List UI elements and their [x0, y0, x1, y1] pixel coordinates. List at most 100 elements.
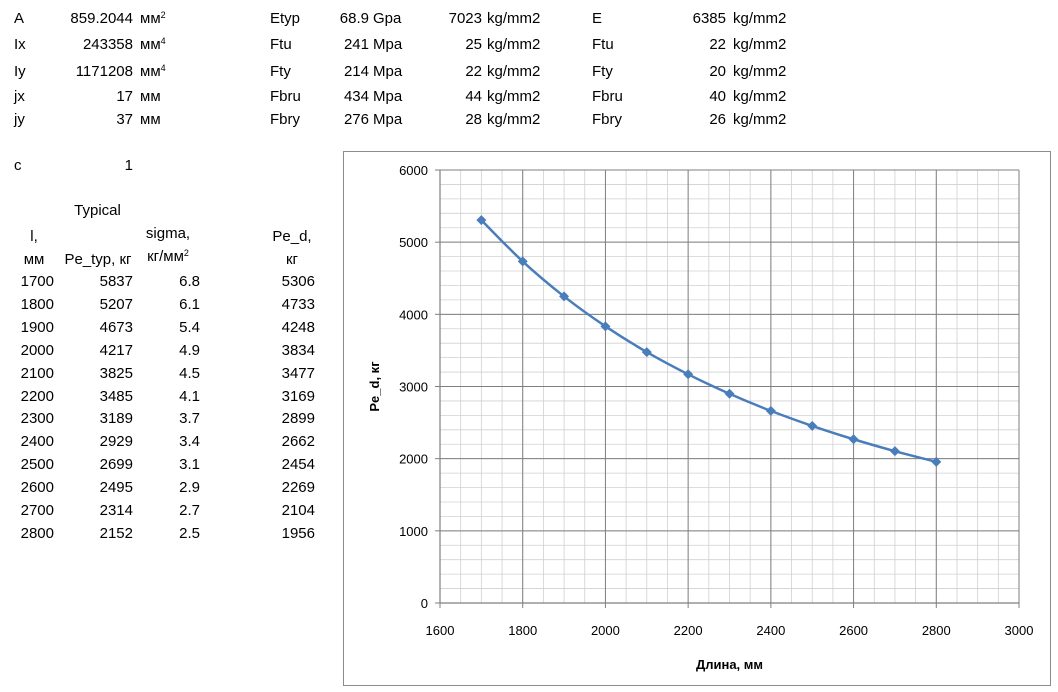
header-l: l, — [30, 228, 38, 245]
table-cell-l: 2300 — [20, 410, 54, 428]
header-pe-d-unit: кг — [285, 251, 299, 268]
prop-value: 243358 — [82, 36, 133, 53]
design-name: E — [592, 10, 603, 27]
x-tick-label: 2800 — [922, 623, 951, 638]
typ-unit: Mpa — [373, 36, 403, 53]
table-cell-pe-typ: 3485 — [99, 387, 133, 405]
typ-kgunit: kg/mm2 — [487, 88, 541, 105]
table-cell-pe-d: 1956 — [281, 524, 315, 542]
design-value: 26 — [709, 111, 726, 128]
design-unit: kg/mm2 — [733, 88, 787, 105]
data-point — [476, 215, 487, 226]
design-name: Fty — [592, 63, 613, 80]
data-point — [600, 321, 611, 332]
table-cell-pe-typ: 3825 — [99, 364, 133, 382]
table-cell-pe-typ: 3189 — [99, 410, 133, 428]
y-tick-label: 2000 — [399, 452, 428, 467]
table-cell-sigma: 4.9 — [179, 341, 200, 359]
prop-name: jy — [14, 111, 25, 128]
table-cell-sigma: 2.9 — [179, 479, 200, 497]
table-cell-l: 2400 — [20, 433, 54, 451]
x-tick-label: 2200 — [674, 623, 703, 638]
data-point — [807, 420, 818, 431]
header-pe-d: Pe_d, — [272, 228, 312, 245]
table-cell-l: 2500 — [20, 456, 54, 474]
table-cell-pe-d: 5306 — [281, 273, 315, 290]
typ-value: 434 — [343, 88, 369, 105]
table-cell-sigma: 4.1 — [179, 387, 200, 405]
prop-unit: мм — [140, 111, 161, 128]
x-tick-label: 2600 — [839, 623, 868, 638]
table-cell-pe-typ: 5837 — [99, 273, 133, 290]
table-cell-sigma: 6.1 — [179, 295, 200, 313]
typ-name: Etyp — [270, 10, 301, 27]
data-point — [931, 456, 942, 467]
prop-value: 859.2044 — [70, 10, 133, 27]
y-tick-label: 0 — [421, 596, 428, 611]
table-cell-l: 2700 — [20, 502, 54, 519]
typ-kg: 25 — [465, 36, 482, 53]
design-name: Fbru — [592, 88, 623, 105]
prop-value: 1171208 — [75, 63, 133, 80]
table-cell-pe-typ: 5207 — [99, 295, 133, 313]
table-cell-pe-typ: 2929 — [99, 433, 133, 451]
table-cell-l: 1800 — [20, 295, 54, 313]
prop-unit: мм4 — [140, 36, 166, 53]
typ-value: 276 — [343, 111, 369, 128]
typ-value: 241 — [343, 36, 369, 53]
header-sigma: sigma, — [145, 225, 191, 242]
table-cell-l: 2000 — [20, 341, 54, 359]
table-cell-pe-d: 2662 — [281, 433, 315, 451]
table-cell-pe-d: 3169 — [281, 387, 315, 405]
prop-unit: мм4 — [140, 63, 166, 80]
table-cell-pe-d: 3477 — [281, 364, 315, 382]
y-tick-label: 1000 — [399, 524, 428, 539]
table-cell-sigma: 3.1 — [179, 456, 200, 474]
table-cell-pe-d: 3834 — [281, 341, 315, 359]
design-unit: kg/mm2 — [733, 111, 787, 128]
chart-svg: 1600 1800 2000 2200 2400 2600 2800 3000 0 1000 200… — [367, 163, 1034, 672]
y-tick-label: 4000 — [399, 307, 428, 322]
table-cell-l: 2100 — [20, 364, 54, 382]
design-unit: kg/mm2 — [733, 10, 787, 27]
table-cell-pe-typ: 2152 — [99, 524, 133, 542]
x-tick-label: 2000 — [591, 623, 620, 638]
typ-kg: 7023 — [448, 10, 482, 27]
table-cell-pe-d: 4733 — [281, 295, 315, 313]
x-tick-label: 1800 — [508, 623, 537, 638]
chart-area[interactable]: 1600 1800 2000 2200 2400 2600 2800 3000 0 1000 200… — [343, 151, 1051, 686]
typ-kgunit: kg/mm2 — [487, 111, 541, 128]
table-cell-pe-typ: 2495 — [99, 479, 133, 497]
prop-name: Ix — [14, 36, 26, 53]
table-cell-sigma: 6.8 — [179, 273, 200, 290]
design-value: 6385 — [692, 10, 726, 27]
table-cell-pe-d: 2899 — [281, 410, 315, 428]
data-point — [683, 369, 694, 380]
design-value: 22 — [709, 36, 726, 53]
prop-unit: мм — [140, 88, 161, 105]
typ-unit: Gpa — [373, 10, 402, 27]
table-cell-pe-typ: 2699 — [99, 456, 133, 474]
prop-value: 37 — [116, 111, 133, 128]
typ-name: Ftu — [270, 36, 292, 53]
data-point — [848, 434, 859, 445]
table-cell-sigma: 2.7 — [179, 502, 200, 519]
design-name: Ftu — [592, 36, 614, 53]
table-cell-pe-d: 4248 — [281, 318, 315, 336]
typ-kg: 28 — [465, 111, 482, 128]
header-typical: Typical — [74, 202, 121, 219]
table-cell-sigma: 4.5 — [179, 364, 200, 382]
table-cell-pe-d: 2269 — [281, 479, 315, 497]
c-label: c — [14, 157, 22, 174]
table-cell-sigma: 2.5 — [179, 524, 200, 542]
typ-name: Fbru — [270, 88, 301, 105]
data-point — [559, 291, 570, 302]
typ-unit: Mpa — [373, 111, 403, 128]
x-tick-label: 2400 — [756, 623, 785, 638]
table-cell-l: 2800 — [20, 524, 54, 542]
x-tick-label: 3000 — [1005, 623, 1034, 638]
typ-kg: 44 — [465, 88, 482, 105]
y-axis-title: Pe_d, кг — [367, 361, 382, 412]
table-cell-l: 2200 — [20, 387, 54, 405]
table-cell-sigma: 3.7 — [179, 410, 200, 428]
